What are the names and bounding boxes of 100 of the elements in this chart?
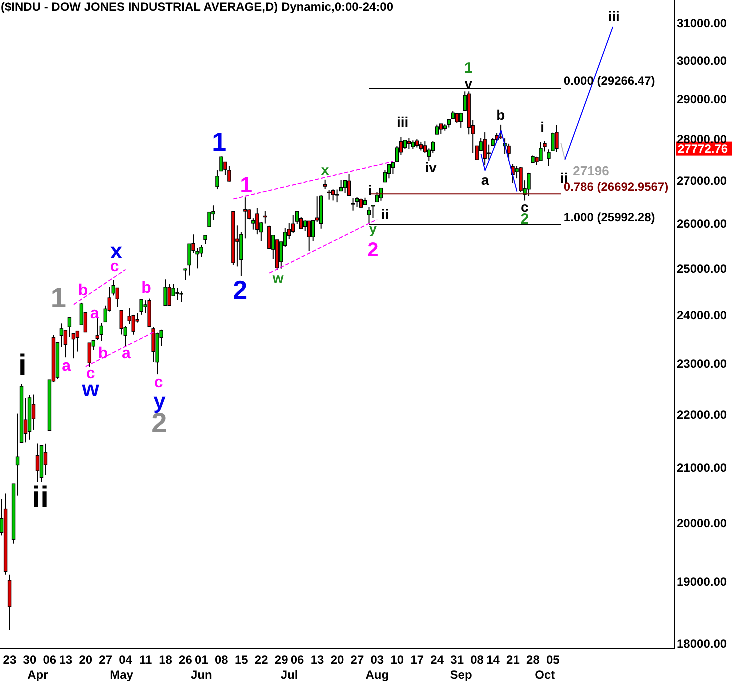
candlestick	[256, 208, 260, 236]
candlestick	[335, 189, 340, 204]
candlestick	[555, 124, 559, 153]
annotation: c	[154, 374, 164, 392]
annotation: a	[122, 346, 132, 363]
annotation: 2	[368, 240, 379, 262]
annotation: i	[18, 349, 27, 382]
candlestick	[407, 138, 412, 150]
candlestick	[455, 113, 459, 124]
x-tick-label: 06	[290, 653, 305, 667]
x-tick-label: 13	[310, 653, 325, 667]
line-series	[233, 161, 394, 200]
candlestick	[311, 220, 316, 242]
candlestick	[112, 280, 116, 296]
annotation: i	[368, 182, 372, 199]
candlestick	[228, 166, 232, 182]
candlestick	[164, 279, 168, 306]
annotation: 1	[240, 172, 252, 198]
candlestick	[371, 204, 376, 219]
y-tick-label: 24000.00	[677, 308, 728, 322]
candlestick	[459, 112, 463, 128]
x-tick-label: 17	[410, 653, 424, 667]
candlestick	[132, 314, 136, 336]
candlestick	[140, 299, 144, 316]
candlestick	[347, 174, 352, 197]
annotation: b	[98, 345, 108, 362]
candlestick	[343, 180, 348, 194]
x-tick-label: 10	[390, 653, 404, 667]
candlestick	[435, 124, 439, 135]
candlestick	[32, 394, 36, 430]
candlestick	[483, 132, 487, 166]
annotation: b	[78, 282, 88, 300]
y-tick-label: 22000.00	[677, 408, 728, 422]
candlestick	[327, 190, 332, 200]
x-tick-label: 21	[506, 653, 520, 667]
line-series	[480, 130, 518, 192]
y-tick-label: 29000.00	[677, 92, 728, 106]
annotation: 1	[50, 282, 66, 314]
x-tick-label: 08	[214, 653, 229, 667]
x-tick-label: 14	[486, 653, 500, 667]
annotation: ii	[381, 206, 390, 222]
y-tick-label: 31000.00	[677, 16, 728, 30]
annotation: a	[62, 358, 72, 376]
candlestick	[527, 172, 531, 197]
x-tick-label: 03	[370, 653, 384, 667]
candlestick	[499, 124, 503, 140]
candlestick	[539, 142, 543, 162]
y-tick-label: 21000.00	[677, 460, 728, 475]
candlestick	[331, 189, 336, 202]
y-tick-label: 30000.00	[677, 54, 728, 68]
x-tick-label: 23	[3, 653, 17, 667]
x-tick-label: 24	[430, 653, 444, 667]
candlestick	[76, 330, 80, 352]
annotation: 1	[212, 127, 227, 158]
text: Oct	[535, 668, 556, 682]
x-tick-label: 27	[99, 653, 113, 667]
y-tick-label: 18000.00	[677, 636, 728, 651]
annotation: 2	[233, 275, 248, 306]
x-tick-label: 31	[450, 653, 464, 667]
candlestick	[152, 326, 156, 363]
annotation: a	[481, 172, 490, 188]
x-tick-label: 06	[43, 653, 57, 667]
chart-title: ($INDU - DOW JONES INDUSTRIAL AVERAGE,D) Dynamic,0:00-24:00	[1, 0, 394, 14]
candlestick	[44, 443, 48, 476]
candlestick	[180, 291, 184, 303]
annotation: i	[540, 118, 545, 135]
candlestick	[116, 288, 120, 308]
text: Sep	[450, 668, 472, 682]
annotation: v	[464, 75, 473, 92]
y-tick-label: 26000.00	[677, 217, 728, 232]
annotation: x	[321, 162, 330, 178]
text: Jun	[191, 668, 212, 682]
x-tick-label: 18	[159, 653, 173, 667]
x-tick-label: 15	[234, 653, 249, 667]
annotation: 0.000 (29266.47)	[564, 74, 656, 88]
candlestick	[391, 162, 396, 175]
annotation: 27196	[573, 164, 610, 179]
line-series	[269, 219, 378, 274]
annotation: y	[369, 220, 378, 237]
x-tick-label: 11	[139, 653, 152, 667]
text: Jul	[280, 668, 298, 682]
candlestick	[100, 322, 104, 342]
candlestick	[64, 330, 68, 358]
candlestick	[431, 140, 436, 154]
x-tick-label: 27	[350, 653, 364, 667]
candlestick	[88, 342, 92, 368]
x-tick-label: 01	[195, 653, 209, 667]
annotation: iii	[608, 8, 620, 24]
candlestick	[351, 198, 356, 212]
candlestick	[307, 220, 312, 252]
x-tick-label: 13	[59, 653, 73, 667]
candlestick	[176, 288, 180, 301]
candlestick	[168, 284, 172, 306]
candlestick	[387, 164, 392, 180]
y-tick-label: 20000.00	[677, 516, 728, 531]
x-tick-label: 22	[254, 653, 269, 667]
x-tick-label: 29	[274, 653, 289, 667]
candlestick	[439, 124, 443, 135]
annotation: ii	[32, 481, 49, 514]
annotation: b	[142, 280, 152, 297]
